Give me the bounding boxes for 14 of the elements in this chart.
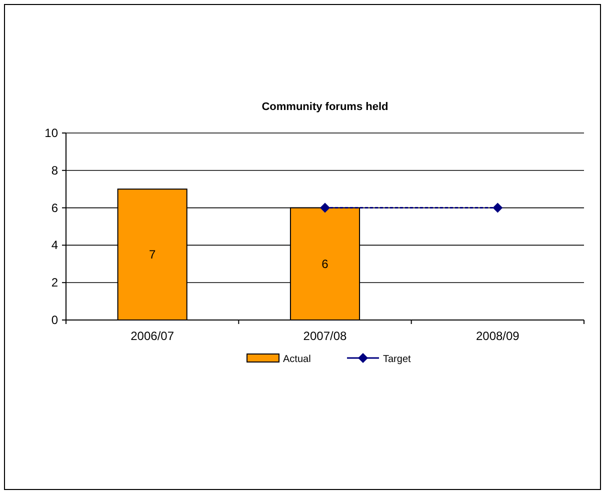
- legend-label: Target: [383, 354, 412, 365]
- data-label: 7: [148, 248, 156, 262]
- y-tick-label: 6: [51, 200, 58, 215]
- legend-label: Actual: [283, 354, 311, 365]
- chart-title: Community forums held: [262, 101, 388, 113]
- y-tick-label: 2: [51, 276, 58, 290]
- y-tick-label: 0: [51, 313, 58, 327]
- y-tick-label: 8: [51, 163, 58, 178]
- x-tick-label: 2006/07: [130, 329, 174, 343]
- x-tick-label: 2008/09: [476, 329, 520, 343]
- data-label: 6: [322, 256, 329, 271]
- y-tick-label: 10: [44, 126, 58, 140]
- x-tick-label: 2007/08: [303, 329, 348, 343]
- y-tick-label: 4: [51, 238, 58, 252]
